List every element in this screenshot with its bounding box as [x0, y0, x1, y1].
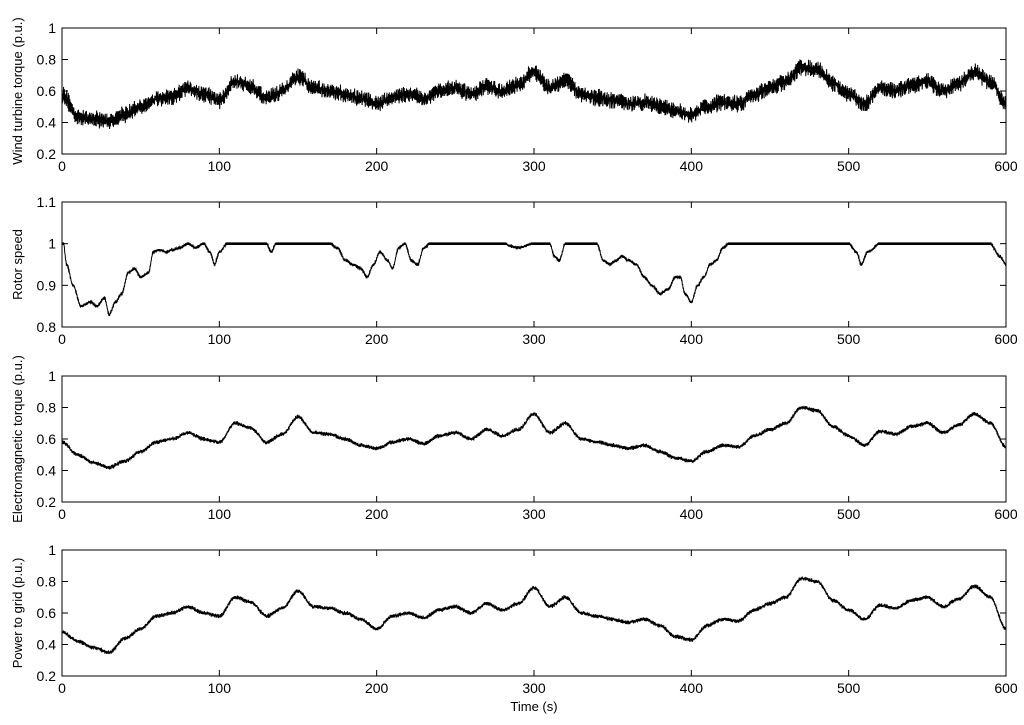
x-tick-label: 200 — [365, 331, 389, 347]
x-tick-label: 400 — [680, 506, 704, 522]
y-tick-label: 1 — [48, 368, 56, 384]
x-tick-label: 300 — [522, 158, 546, 174]
x-tick-label: 600 — [994, 158, 1018, 174]
y-tick-label: 1 — [48, 236, 56, 252]
x-axis-label: Time (s) — [510, 699, 557, 714]
x-tick-label: 400 — [680, 158, 704, 174]
series-line — [62, 241, 1006, 317]
y-tick-label: 0.6 — [37, 605, 57, 621]
plot-frame — [61, 375, 1007, 503]
panel-power-to-grid: 0.2 0.4 0.6 0.8 1 0 100 200 300 400 500 600 Power to… — [10, 542, 1018, 714]
y-tick-label: 1 — [48, 20, 56, 36]
x-tick-label: 100 — [208, 331, 232, 347]
x-tick-label: 500 — [837, 331, 861, 347]
y-tick-label: 0.2 — [37, 668, 57, 684]
y-tick-label: 0.8 — [37, 574, 57, 590]
series-line — [62, 59, 1006, 129]
y-axis-label: Electromagnetic torque (p.u.) — [10, 355, 25, 523]
x-tick-label: 300 — [522, 680, 546, 696]
y-tick-label: 0.4 — [37, 637, 57, 653]
x-tick-label: 100 — [208, 158, 232, 174]
x-tick-label: 0 — [58, 506, 66, 522]
y-tick-label: 0.9 — [37, 277, 57, 293]
x-tick-label: 100 — [208, 506, 232, 522]
panel-wind-turbine-torque: 0.2 0.4 0.6 0.8 1 0 100 200 300 400 500 600 Wind tur… — [10, 17, 1018, 174]
y-axis-label: Rotor speed — [10, 229, 25, 300]
x-tick-label: 200 — [365, 506, 389, 522]
x-tick-label: 400 — [680, 680, 704, 696]
x-tick-label: 0 — [58, 680, 66, 696]
series-line — [62, 576, 1006, 655]
panel-electromagnetic-torque: 0.2 0.4 0.6 0.8 1 0 100 200 300 400 500 600 Electrom… — [10, 355, 1018, 523]
x-tick-label: 0 — [58, 158, 66, 174]
y-tick-label: 0.6 — [37, 83, 57, 99]
x-tick-label: 500 — [837, 158, 861, 174]
x-tick-label: 400 — [680, 331, 704, 347]
plot-frame — [61, 201, 1007, 328]
x-tick-label: 300 — [522, 506, 546, 522]
series-line — [62, 405, 1006, 470]
y-axis-label: Power to grid (p.u.) — [10, 558, 25, 669]
y-tick-label: 0.4 — [37, 463, 57, 479]
plot-frame — [61, 549, 1007, 677]
x-tick-label: 500 — [837, 680, 861, 696]
x-tick-label: 600 — [994, 506, 1018, 522]
y-axis-label: Wind turbine torque (p.u.) — [10, 17, 25, 164]
x-tick-label: 100 — [208, 680, 232, 696]
x-tick-label: 200 — [365, 680, 389, 696]
x-tick-label: 600 — [994, 680, 1018, 696]
y-tick-label: 0.6 — [37, 431, 57, 447]
x-tick-label: 600 — [994, 331, 1018, 347]
y-tick-label: 0.8 — [37, 400, 57, 416]
y-tick-label: 0.4 — [37, 115, 57, 131]
x-tick-label: 300 — [522, 331, 546, 347]
x-tick-label: 500 — [837, 506, 861, 522]
y-tick-label: 0.2 — [37, 494, 57, 510]
y-tick-label: 0.2 — [37, 146, 57, 162]
x-tick-label: 0 — [58, 331, 66, 347]
y-tick-label: 1 — [48, 542, 56, 558]
y-tick-label: 0.8 — [37, 52, 57, 68]
y-tick-label: 0.8 — [37, 319, 57, 335]
x-tick-label: 200 — [365, 158, 389, 174]
y-tick-label: 1.1 — [37, 194, 57, 210]
panel-rotor-speed: 0.8 0.9 1 1.1 0 100 200 300 400 500 600 Rotor speed — [10, 194, 1018, 347]
